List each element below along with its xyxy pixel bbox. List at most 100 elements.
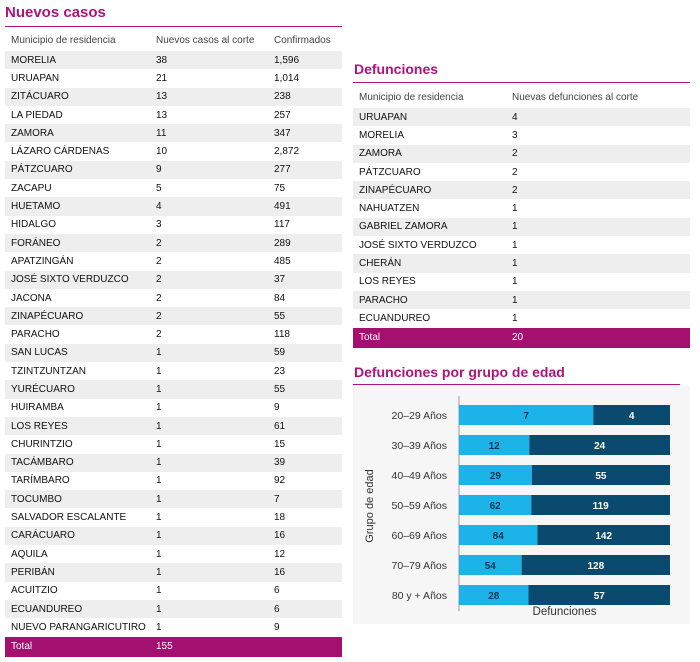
age-chart-panel: 20–29 Años 7 4 30–39 Años 12 24 40–49 Años 29 55…: [353, 386, 690, 624]
confirmed-cell: 238: [268, 87, 342, 106]
tick-label-20-29-anos: 20–29 Años: [392, 410, 447, 422]
table-row: PARACHO 1: [353, 290, 690, 310]
data-label-70-79-anos-series-2: 128: [587, 561, 604, 572]
table-row: CARÁCUARO 1 16: [5, 526, 342, 546]
table-row: MORELIA 38 1,596: [5, 51, 342, 70]
deaths-table: Municipio de residencia Nuevas defuncion…: [353, 86, 690, 348]
table-row: PÁTZCUARO 2: [353, 162, 690, 182]
new-cases-cell: 1: [150, 508, 268, 527]
new-deaths-cell: 2: [506, 181, 690, 200]
new-deaths-cell: 1: [506, 217, 690, 237]
table-row: ZAMORA 2: [353, 144, 690, 163]
confirmed-cell: 9: [268, 398, 342, 417]
confirmed-cell: 37: [268, 270, 342, 289]
confirmed-cell: 289: [268, 233, 342, 253]
age-chart-title: Defunciones por grupo de edad: [354, 364, 565, 380]
confirmed-cell: 55: [268, 380, 342, 399]
new-cases-cell: 1: [150, 453, 268, 472]
age-chart-title-rule: [353, 384, 680, 385]
confirmed-cell: 118: [268, 325, 342, 344]
confirmed-cell: 117: [268, 215, 342, 234]
confirmed-cell: 23: [268, 362, 342, 381]
bar-40-49-anos-series-2: [531, 465, 670, 485]
new-cases-cell: 1: [150, 435, 268, 454]
confirmed-cell: 16: [268, 526, 342, 546]
municipality-cell: TARÍMBARO: [5, 471, 150, 491]
table-row: LOS REYES 1: [353, 272, 690, 291]
confirmed-cell: 9: [268, 618, 342, 637]
table-row: TACÁMBARO 1 39: [5, 453, 342, 472]
table-row: JOSÉ SIXTO VERDUZCO 2 37: [5, 270, 342, 289]
data-label-50-59-anos-series-1: 62: [490, 501, 502, 512]
new-deaths-cell: 2: [506, 144, 690, 163]
table-row: YURÉCUARO 1 55: [5, 380, 342, 399]
municipality-cell: ECUANDUREO: [5, 599, 150, 619]
municipality-cell: ACUITZIO: [5, 581, 150, 600]
municipality-cell: CHURINTZIO: [5, 435, 150, 454]
municipality-cell: ZINAPÉCUARO: [353, 181, 506, 200]
confirmed-cell: 1,596: [268, 51, 342, 70]
data-label-30-39-anos-series-2: 24: [594, 441, 606, 452]
new-cases-cell: 1: [150, 380, 268, 399]
municipality-cell: JOSÉ SIXTO VERDUZCO: [353, 236, 506, 255]
municipality-cell: NAHUATZEN: [353, 199, 506, 218]
new-cases-cell: 1: [150, 599, 268, 619]
table-row: ZITÁCUARO 13 238: [5, 87, 342, 106]
new-cases-cell: 1: [150, 398, 268, 417]
x-axis-title: Defunciones: [533, 606, 597, 618]
table-row: JOSÉ SIXTO VERDUZCO 1: [353, 236, 690, 255]
total-value: 20: [506, 327, 690, 348]
new-cases-cell: 1: [150, 343, 268, 363]
table-row: GABRIEL ZAMORA 1: [353, 217, 690, 237]
municipality-cell: YURÉCUARO: [5, 380, 150, 399]
confirmed-cell: 277: [268, 160, 342, 180]
table-row: TOCUMBO 1 7: [5, 490, 342, 509]
column-header-new-cases: Nuevos casos al corte: [156, 34, 255, 46]
new-cases-table-body: MORELIA 38 1,596 URUAPAN 21 1,014 ZITÁCUARO 13 2…: [5, 51, 342, 637]
new-cases-cell: 1: [150, 563, 268, 582]
table-row: NUEVO PARANGARICUTIRO 1 9: [5, 618, 342, 637]
deaths-title-rule: [353, 82, 690, 83]
total-label: Total: [5, 636, 150, 657]
bar-50-59-anos-series-2: [531, 495, 670, 515]
municipality-cell: HIDALGO: [5, 215, 150, 234]
municipality-cell: FORÁNEO: [5, 233, 150, 253]
new-deaths-cell: 1: [506, 309, 690, 328]
data-label-40-49-anos-series-2: 55: [595, 471, 607, 482]
municipality-cell: ZINAPÉCUARO: [5, 307, 150, 326]
municipality-cell: TOCUMBO: [5, 490, 150, 509]
data-label-40-49-anos-series-1: 29: [490, 471, 502, 482]
new-cases-table: Municipio de residencia Nuevos casos al …: [5, 29, 342, 657]
municipality-cell: MORELIA: [353, 126, 506, 145]
deaths-table-body: URUAPAN 4 MORELIA 3 ZAMORA 2 PÁTZCUARO 2 ZINAPÉC…: [353, 108, 690, 328]
confirmed-cell: 1,014: [268, 69, 342, 88]
confirmed-cell: 55: [268, 307, 342, 326]
municipality-cell: URUAPAN: [353, 108, 506, 127]
municipality-cell: PERIBÁN: [5, 563, 150, 582]
new-cases-cell: 2: [150, 233, 268, 253]
confirmed-cell: 15: [268, 435, 342, 454]
table-row: PERIBÁN 1 16: [5, 563, 342, 582]
new-cases-cell: 1: [150, 581, 268, 600]
table-row: APATZINGÁN 2 485: [5, 252, 342, 271]
data-label-20-29-anos-series-2: 4: [629, 411, 635, 422]
bar-80-y-anos-series-2: [528, 585, 670, 605]
new-cases-cell: 38: [150, 51, 268, 70]
municipality-cell: JACONA: [5, 288, 150, 308]
new-cases-total-row: Total 155: [5, 636, 342, 657]
new-cases-cell: 2: [150, 252, 268, 271]
table-row: URUAPAN 21 1,014: [5, 69, 342, 88]
new-deaths-cell: 4: [506, 108, 690, 127]
table-row: FORÁNEO 2 289: [5, 233, 342, 253]
column-header-municipality: Municipio de residencia: [11, 34, 116, 46]
data-label-60-69-anos-series-2: 142: [595, 531, 612, 542]
data-label-20-29-anos-series-1: 7: [523, 411, 529, 422]
new-cases-cell: 1: [150, 545, 268, 564]
data-label-80-y-anos-series-1: 28: [488, 591, 500, 602]
municipality-cell: LOS REYES: [353, 272, 506, 291]
table-row: TARÍMBARO 1 92: [5, 471, 342, 491]
total-empty-cell: [268, 636, 342, 657]
column-header-new-deaths: Nuevas defunciones al corte: [512, 91, 639, 103]
table-row: PÁTZCUARO 9 277: [5, 160, 342, 180]
new-cases-cell: 13: [150, 87, 268, 106]
